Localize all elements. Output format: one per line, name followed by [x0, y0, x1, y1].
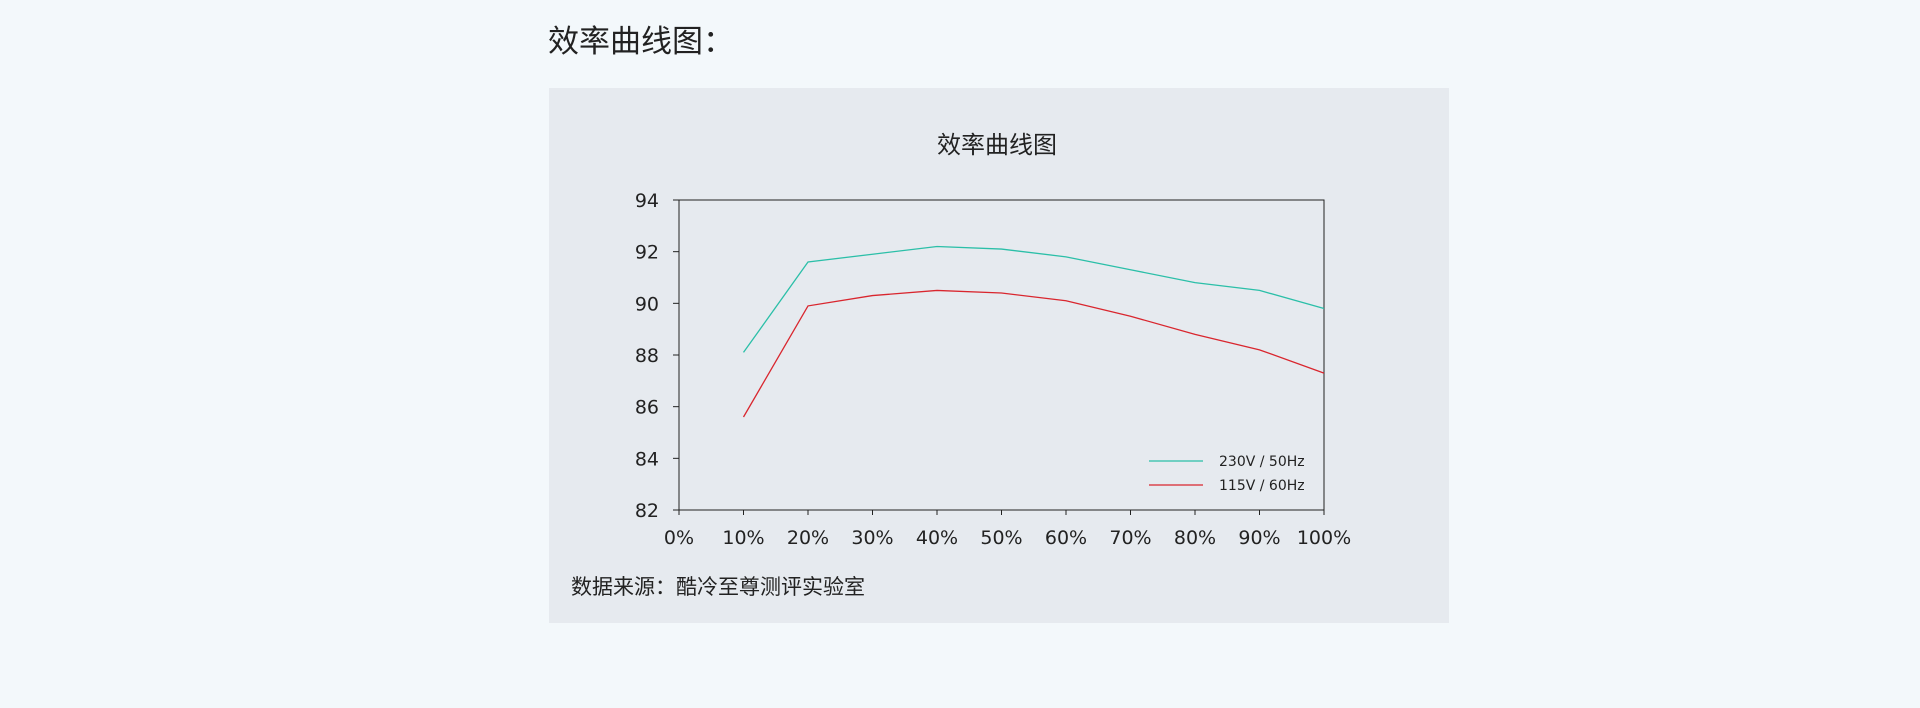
x-tick-label: 10% — [722, 527, 764, 549]
y-tick-label: 88 — [635, 345, 659, 367]
x-tick-label: 40% — [916, 527, 958, 549]
y-tick-label: 92 — [635, 242, 659, 264]
efficiency-chart: 效率曲线图 82 84 86 88 90 92 94 0% 10% 20% 30% 40% 50% 60%… — [635, 131, 1351, 549]
x-tick-label: 20% — [787, 527, 829, 549]
legend-label: 115V / 60Hz — [1219, 478, 1305, 494]
series-line-0 — [742, 245, 1325, 353]
chart-legend: 230V / 50Hz 115V / 60Hz — [1149, 454, 1305, 494]
legend-label: 230V / 50Hz — [1219, 454, 1305, 470]
x-tick-label: 70% — [1109, 527, 1151, 549]
x-tick-label: 60% — [1045, 527, 1087, 549]
x-tick-label: 30% — [851, 527, 893, 549]
data-source-note: 数据来源：酷冷至尊测评实验室 — [571, 575, 865, 599]
y-tick-label: 90 — [635, 293, 659, 315]
page-heading: 效率曲线图： — [548, 24, 734, 60]
x-tick-label: 90% — [1238, 527, 1280, 549]
chart-card: 效率曲线图 82 84 86 88 90 92 94 0% 10% 20% 30% 40% 50% 60%… — [549, 88, 1449, 623]
chart-axes: 82 84 86 88 90 92 94 0% 10% 20% 30% 40% 50% 60% 70% 80%… — [635, 190, 1351, 549]
y-tick-label: 84 — [635, 448, 659, 470]
y-tick-label: 86 — [635, 397, 659, 419]
x-tick-label: 50% — [980, 527, 1022, 549]
series-line-1 — [742, 289, 1325, 418]
x-tick-label: 0% — [664, 527, 694, 549]
x-tick-label: 100% — [1297, 527, 1351, 549]
x-tick-label: 80% — [1174, 527, 1216, 549]
y-tick-label: 82 — [635, 500, 659, 522]
y-tick-label: 94 — [635, 190, 659, 212]
chart-title: 效率曲线图 — [937, 131, 1057, 159]
chart-series — [742, 245, 1325, 418]
